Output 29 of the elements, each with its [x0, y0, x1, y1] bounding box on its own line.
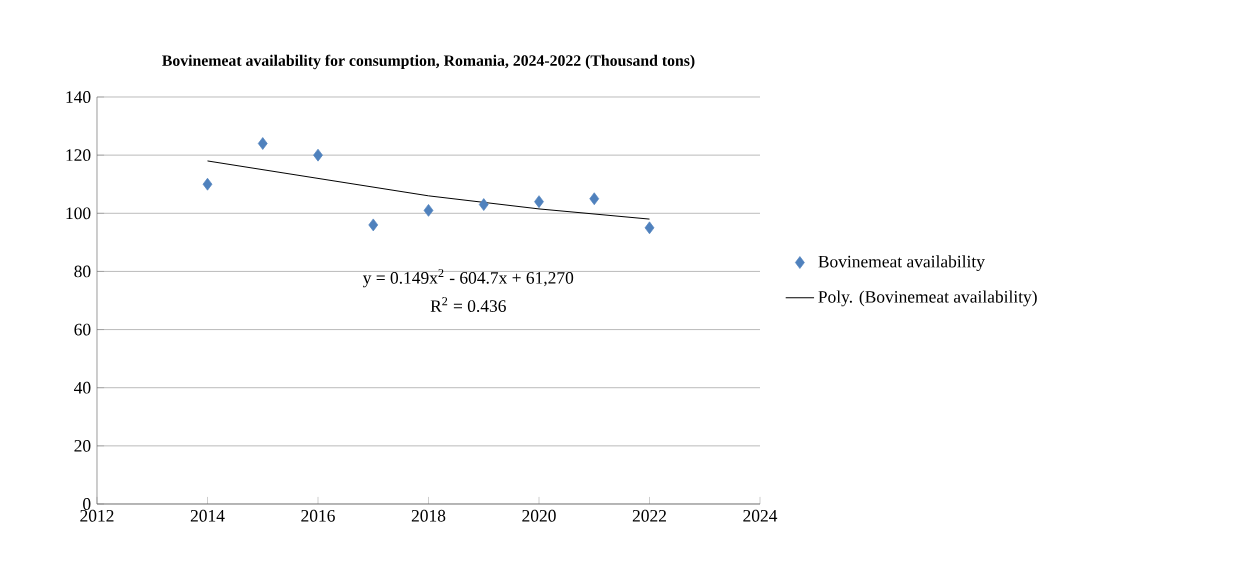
point — [368, 218, 379, 232]
x-tick-label: 2022 — [632, 509, 666, 522]
point — [589, 192, 600, 206]
y-tick-label: 20 — [74, 439, 91, 452]
y-tick-label: 80 — [74, 265, 91, 278]
y-tick-label: 0 — [83, 498, 91, 510]
x-tick-label: 2012 — [80, 509, 114, 522]
x-tick-label: 2016 — [301, 509, 335, 522]
y-tick-label: 120 — [66, 149, 91, 162]
x-tick-label: 2018 — [411, 509, 446, 522]
legend-label: Bovinemeat availability — [818, 255, 985, 272]
annotation: R$^{2}$ = 0.436 — [430, 297, 506, 313]
point — [202, 177, 213, 191]
annotation: y = 0.149x$^{2}$ - 604.7x + 61,270 — [362, 268, 574, 288]
point — [313, 148, 323, 162]
point — [423, 204, 434, 217]
x-tick-label: 2014 — [190, 509, 225, 522]
x-tick-label: 2020 — [522, 509, 556, 522]
y-tick-label: 140 — [66, 91, 91, 103]
y-tick-label: 60 — [74, 323, 91, 336]
point — [257, 137, 268, 150]
chart-title: Bovinemeat availability for consumption, Romania, 2024-2022 (Thousand tons) — [162, 54, 695, 70]
legend-label: Poly. (Bovinemeat availability) — [818, 290, 1037, 307]
point — [534, 195, 544, 208]
y-tick-label: 40 — [74, 381, 91, 394]
point — [478, 198, 489, 211]
y-tick-label: 100 — [66, 207, 91, 220]
x-tick-label: 2024 — [743, 509, 778, 522]
point — [644, 221, 655, 235]
